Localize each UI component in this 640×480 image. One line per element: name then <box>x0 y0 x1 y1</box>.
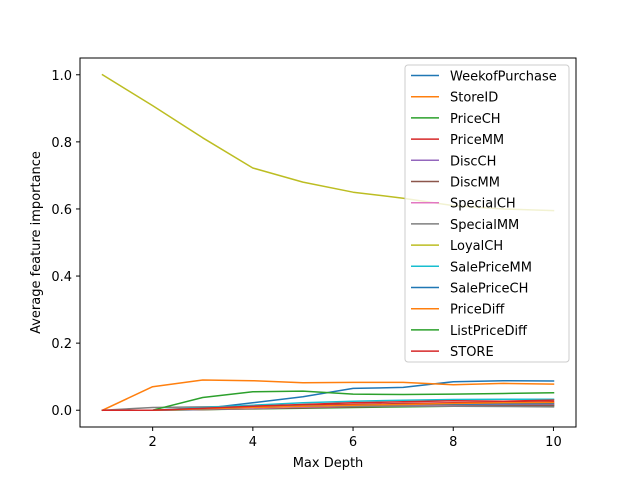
legend-label-8: LoyalCH <box>450 239 503 254</box>
legend-label-6: SpecialCH <box>450 197 516 212</box>
legend-label-7: SpecialMM <box>450 218 519 233</box>
y-axis-label: Average feature importance <box>29 151 44 334</box>
legend-label-4: DiscCH <box>450 154 496 169</box>
legend: WeekofPurchase StoreID PriceCH PriceMM DiscC… <box>404 64 570 363</box>
x-tick-label: 2 <box>149 435 157 450</box>
legend-label-0: WeekofPurchase <box>450 70 557 85</box>
legend-label-1: StoreID <box>450 91 498 106</box>
y-tick-label: 0.4 <box>51 270 72 285</box>
x-axis-label: Max Depth <box>293 456 364 471</box>
y-axis: 0.0 0.2 0.4 0.6 0.8 1.0 <box>51 69 80 419</box>
series-line-1 <box>101 379 555 412</box>
y-tick-label: 1.0 <box>51 69 72 84</box>
plot-frame <box>79 57 577 428</box>
legend-label-3: PriceMM <box>450 133 504 148</box>
y-tick-label: 0.0 <box>51 404 72 419</box>
series-line-13 <box>101 399 555 411</box>
legend-label-9: SalePriceMM <box>450 260 532 275</box>
legend-label-5: DiscMM <box>450 176 500 191</box>
series-layer <box>101 73 555 412</box>
y-tick-label: 0.6 <box>51 203 72 218</box>
legend-label-2: PriceCH <box>450 112 501 127</box>
legend-label-12: ListPriceDiff <box>450 324 528 339</box>
series-line-12 <box>101 390 555 411</box>
legend-label-13: STORE <box>450 345 494 360</box>
legend-box <box>404 64 570 363</box>
legend-label-10: SalePriceCH <box>450 282 528 297</box>
x-axis: 2 4 6 8 10 <box>149 427 562 450</box>
y-tick-label: 0.8 <box>51 136 72 151</box>
y-tick-label: 0.2 <box>51 337 72 352</box>
x-tick-label: 10 <box>545 435 562 450</box>
legend-label-11: PriceDiff <box>450 303 505 318</box>
x-tick-label: 8 <box>449 435 457 450</box>
x-tick-label: 4 <box>249 435 257 450</box>
x-tick-label: 6 <box>349 435 357 450</box>
